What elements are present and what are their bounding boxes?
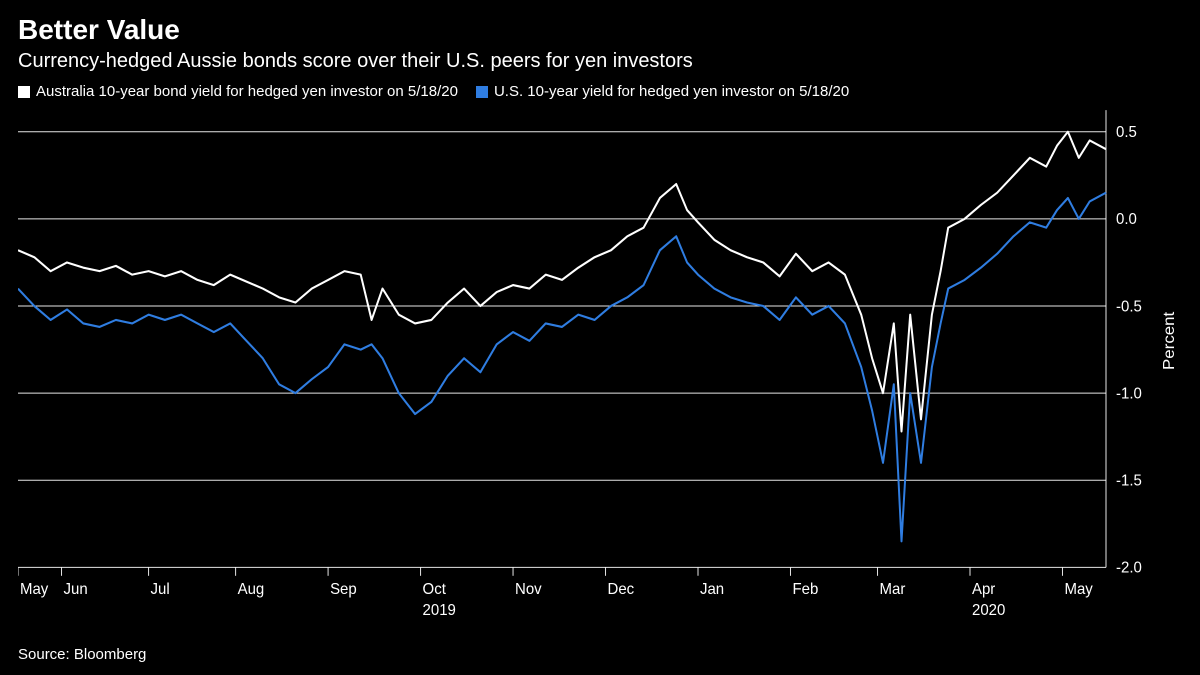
- chart-title: Better Value: [18, 14, 1182, 46]
- chart-plot-area: 0.5 0.0 -0.5 -1.0 -1.5 -2.0 Percent May Jun Jul Au…: [18, 108, 1182, 636]
- svg-text:Aug: Aug: [238, 580, 265, 597]
- svg-text:-2.0: -2.0: [1116, 559, 1142, 576]
- svg-text:Apr: Apr: [972, 580, 995, 597]
- chart-source: Source: Bloomberg: [18, 646, 1182, 663]
- svg-text:May: May: [20, 580, 49, 597]
- svg-text:Mar: Mar: [880, 580, 906, 597]
- svg-text:Nov: Nov: [515, 580, 542, 597]
- svg-text:Oct: Oct: [423, 580, 447, 597]
- svg-text:-1.5: -1.5: [1116, 472, 1142, 489]
- legend-item-us: U.S. 10-year yield for hedged yen invest…: [476, 83, 849, 100]
- svg-text:Jul: Jul: [151, 580, 170, 597]
- svg-text:2019: 2019: [423, 602, 456, 619]
- svg-text:Sep: Sep: [330, 580, 357, 597]
- svg-text:2020: 2020: [972, 602, 1005, 619]
- svg-text:May: May: [1064, 580, 1093, 597]
- chart-container: Better Value Currency-hedged Aussie bond…: [0, 0, 1200, 675]
- svg-text:0.5: 0.5: [1116, 124, 1137, 141]
- svg-text:Dec: Dec: [608, 580, 635, 597]
- legend-swatch-icon: [476, 86, 488, 98]
- chart-svg: 0.5 0.0 -0.5 -1.0 -1.5 -2.0 Percent May Jun Jul Au…: [18, 108, 1182, 636]
- legend-swatch-icon: [18, 86, 30, 98]
- legend-item-australia: Australia 10-year bond yield for hedged …: [18, 83, 458, 100]
- svg-text:Jan: Jan: [700, 580, 724, 597]
- legend-label: U.S. 10-year yield for hedged yen invest…: [494, 83, 849, 100]
- svg-text:-0.5: -0.5: [1116, 298, 1142, 315]
- svg-text:Jun: Jun: [64, 580, 88, 597]
- svg-text:0.0: 0.0: [1116, 211, 1137, 228]
- chart-subtitle: Currency-hedged Aussie bonds score over …: [18, 50, 1182, 73]
- svg-text:-1.0: -1.0: [1116, 385, 1142, 402]
- legend-label: Australia 10-year bond yield for hedged …: [36, 83, 458, 100]
- legend: Australia 10-year bond yield for hedged …: [18, 83, 1182, 100]
- svg-text:Percent: Percent: [1160, 311, 1178, 370]
- svg-text:Feb: Feb: [792, 580, 818, 597]
